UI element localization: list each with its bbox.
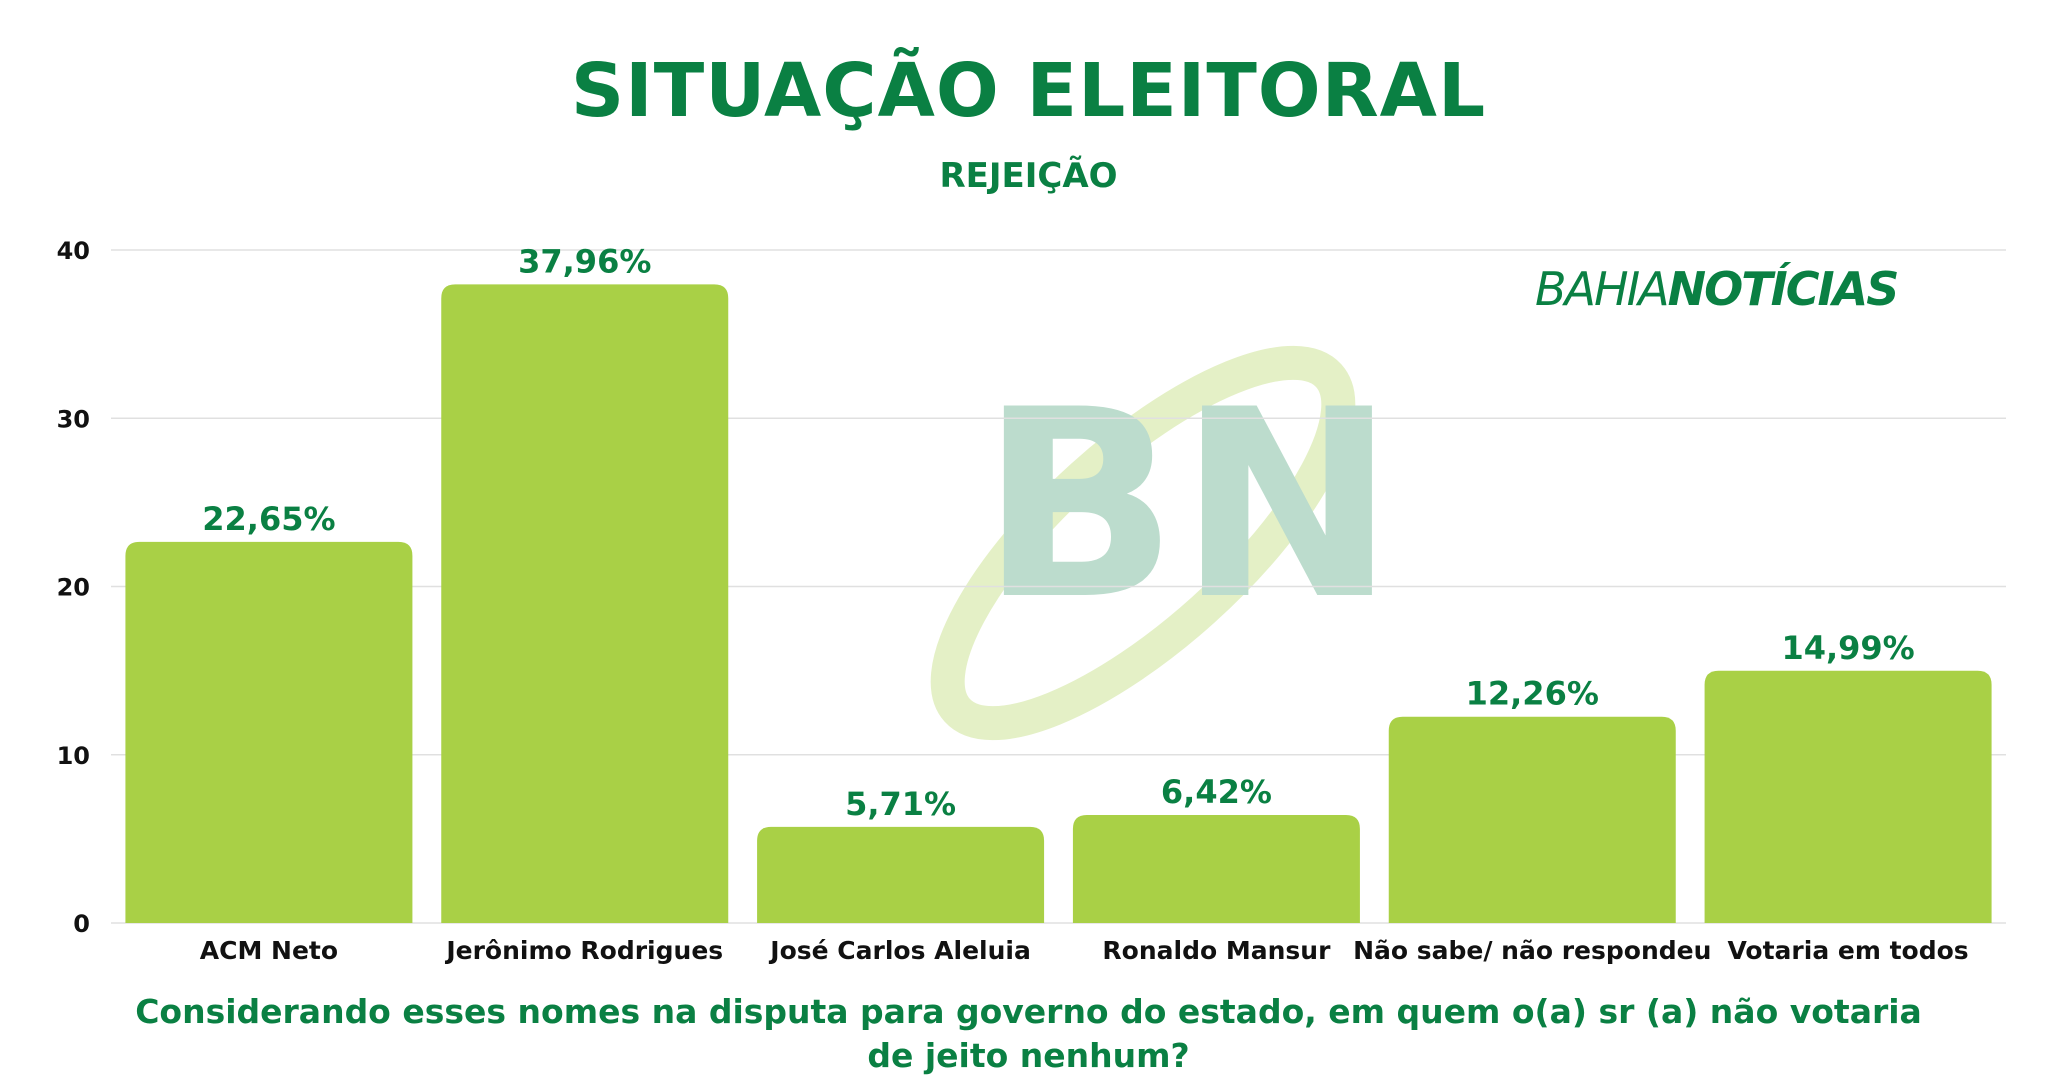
y-tick-label: 0 — [73, 910, 90, 938]
x-tick-label: Jerônimo Rodrigues — [444, 936, 723, 965]
chart-subtitle: REJEIÇÃO — [939, 156, 1118, 196]
y-tick-label: 40 — [57, 237, 90, 265]
y-tick-label: 20 — [57, 574, 90, 602]
data-label: 5,71% — [845, 785, 956, 823]
data-label: 6,42% — [1161, 773, 1272, 811]
logo-part1: BAHIA — [1535, 262, 1670, 316]
x-tick-label: José Carlos Aleluia — [768, 936, 1031, 965]
bar — [1704, 670, 1992, 923]
data-label: 12,26% — [1466, 675, 1599, 713]
data-label: 14,99% — [1781, 629, 1914, 667]
bar — [441, 284, 729, 923]
x-tick-label: Votaria em todos — [1727, 936, 1968, 965]
bar — [125, 541, 413, 923]
bar — [1072, 814, 1360, 923]
bar — [1388, 716, 1676, 923]
x-tick-label: Ronaldo Mansur — [1102, 936, 1331, 965]
bahia-noticias-logo: BAHIANOTÍCIAS — [1535, 262, 1900, 316]
chart-title: SITUAÇÃO ELEITORAL — [570, 48, 1487, 134]
x-tick-label: ACM Neto — [200, 936, 338, 965]
bar — [757, 826, 1045, 923]
watermark-text: BN — [980, 355, 1396, 657]
y-tick-label: 30 — [57, 405, 90, 433]
data-label: 37,96% — [518, 242, 651, 280]
survey-question: Considerando esses nomes na disputa para… — [135, 992, 1922, 1075]
logo-part2: NOTÍCIAS — [1667, 262, 1900, 316]
x-tick-label: Não sabe/ não respondeu — [1353, 936, 1711, 965]
y-tick-label: 10 — [57, 742, 90, 770]
bn-watermark-logo: BN — [930, 345, 1396, 741]
data-label: 22,65% — [202, 500, 335, 538]
